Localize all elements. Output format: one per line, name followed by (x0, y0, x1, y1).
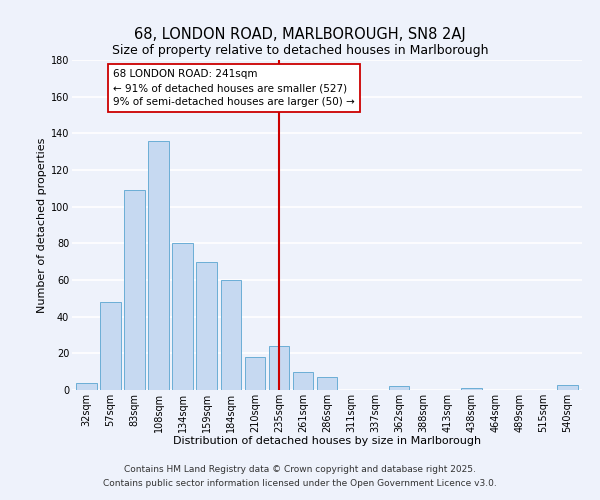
Bar (557, 384, 578, 390)
Bar (461, 388, 482, 390)
Bar (100, 302, 121, 390)
Y-axis label: Number of detached properties: Number of detached properties (37, 138, 47, 312)
Bar (221, 280, 241, 390)
Bar (269, 346, 289, 390)
Bar (196, 262, 217, 390)
Bar (389, 386, 409, 390)
Bar (245, 357, 265, 390)
Bar (148, 140, 169, 390)
Bar (293, 372, 313, 390)
X-axis label: Distribution of detached houses by size in Marlborough: Distribution of detached houses by size … (173, 436, 481, 446)
Bar (172, 244, 193, 390)
Text: Contains HM Land Registry data © Crown copyright and database right 2025.
Contai: Contains HM Land Registry data © Crown c… (103, 466, 497, 487)
Bar (124, 190, 145, 390)
Text: 68 LONDON ROAD: 241sqm
← 91% of detached houses are smaller (527)
9% of semi-det: 68 LONDON ROAD: 241sqm ← 91% of detached… (113, 69, 355, 107)
Text: Size of property relative to detached houses in Marlborough: Size of property relative to detached ho… (112, 44, 488, 57)
Bar (76, 382, 97, 390)
Text: 68, LONDON ROAD, MARLBOROUGH, SN8 2AJ: 68, LONDON ROAD, MARLBOROUGH, SN8 2AJ (134, 28, 466, 42)
Bar (317, 377, 337, 390)
